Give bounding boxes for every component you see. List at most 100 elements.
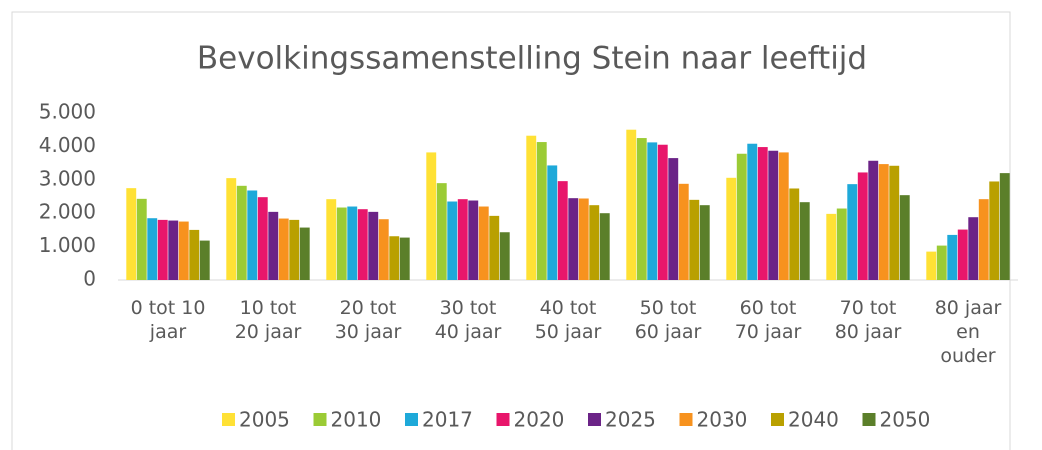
bar <box>778 152 789 280</box>
bar <box>457 199 468 280</box>
bar <box>757 147 768 280</box>
bar <box>389 236 400 280</box>
bar <box>826 213 837 280</box>
bar <box>836 208 847 280</box>
bar <box>926 251 937 280</box>
bar <box>599 213 610 280</box>
bar <box>468 200 479 280</box>
bar <box>736 153 747 280</box>
bar <box>247 190 258 280</box>
y-tick-label: 2.000 <box>39 200 96 224</box>
legend-label: 2017 <box>422 408 473 432</box>
bar <box>178 221 189 280</box>
bar <box>147 218 158 280</box>
bar <box>578 198 589 280</box>
x-tick-label: 60 tot 70 jaar <box>734 297 802 343</box>
bar <box>126 188 137 280</box>
bar <box>647 142 658 280</box>
bar <box>689 199 700 280</box>
x-tick-label: 0 tot 10 jaar <box>130 297 206 343</box>
bar <box>878 164 889 280</box>
legend-label: 2020 <box>514 408 565 432</box>
bar <box>936 245 947 280</box>
bar <box>947 234 958 280</box>
bar <box>868 160 879 280</box>
bar <box>436 183 447 280</box>
bar <box>536 142 547 280</box>
legend-label: 2030 <box>697 408 748 432</box>
y-tick-label: 5.000 <box>39 100 96 124</box>
bar <box>489 215 500 280</box>
x-tick-label: 20 tot 30 jaar <box>334 297 402 343</box>
bar <box>157 219 168 280</box>
bar <box>336 207 347 280</box>
bar <box>236 185 247 280</box>
bar <box>168 220 179 280</box>
bar <box>989 181 1000 280</box>
legend-label: 2005 <box>239 408 290 432</box>
bar <box>657 144 668 280</box>
bar <box>889 165 900 280</box>
bar <box>189 229 200 280</box>
bar <box>957 229 968 280</box>
bar <box>857 172 868 280</box>
bar <box>257 197 268 280</box>
bar <box>568 198 579 280</box>
y-tick-label: 1.000 <box>39 233 96 257</box>
bar <box>268 211 279 280</box>
bar <box>968 217 979 280</box>
legend-swatch <box>771 413 784 426</box>
y-tick-label: 0 <box>83 267 96 291</box>
x-tick-label: 30 tot 40 jaar <box>434 297 502 343</box>
y-tick-label: 4.000 <box>39 133 96 157</box>
bar <box>478 206 489 280</box>
bar <box>199 240 210 280</box>
bar <box>136 198 147 280</box>
bar <box>378 219 389 280</box>
bar <box>999 173 1010 280</box>
bar <box>426 152 437 280</box>
legend-label: 2010 <box>331 408 382 432</box>
legend-swatch <box>496 413 510 426</box>
bar <box>899 195 910 280</box>
legend-label: 2025 <box>605 408 656 432</box>
legend-swatch <box>862 413 876 426</box>
x-tick-label: 40 tot 50 jaar <box>534 297 602 343</box>
bar <box>626 129 637 280</box>
x-tick-label: 50 tot 60 jaar <box>634 297 702 343</box>
bar <box>678 183 689 280</box>
bar <box>589 205 600 280</box>
bar <box>289 219 300 280</box>
legend-swatch <box>313 413 327 426</box>
bar <box>278 218 289 280</box>
bar <box>557 181 568 280</box>
bar <box>747 143 758 280</box>
bar <box>978 199 989 280</box>
bar <box>368 211 379 280</box>
bar <box>799 202 810 280</box>
bar <box>636 138 647 280</box>
legend-label: 2050 <box>880 408 931 432</box>
bar <box>847 184 858 280</box>
bar <box>768 150 779 280</box>
bar <box>357 209 368 280</box>
legend-swatch <box>405 413 418 426</box>
chart-border <box>11 11 1011 450</box>
bar <box>668 158 679 280</box>
bar <box>547 165 558 280</box>
legend-swatch <box>679 413 693 426</box>
legend-swatch <box>588 413 601 426</box>
bar <box>347 206 358 280</box>
chart-title: Bevolkingssamenstelling Stein naar leeft… <box>197 41 867 77</box>
bar <box>447 201 458 280</box>
x-tick-label: 80 jaar en ouder <box>934 297 1002 367</box>
bar <box>499 232 510 280</box>
bar <box>789 188 800 280</box>
bar <box>299 227 310 280</box>
bar <box>399 237 410 280</box>
bar <box>699 205 710 280</box>
y-tick-label: 3.000 <box>39 166 96 190</box>
legend-swatch <box>222 413 235 426</box>
